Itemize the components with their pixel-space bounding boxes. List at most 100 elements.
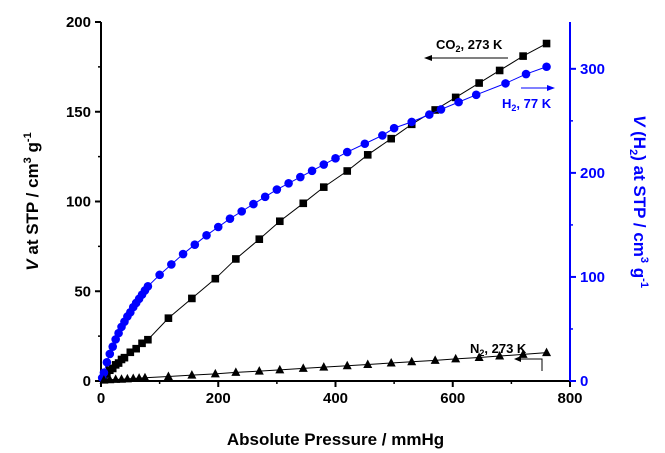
data-point	[275, 364, 285, 374]
y-right-tick-label: 300	[580, 61, 605, 78]
data-point	[407, 356, 417, 366]
data-point	[126, 348, 135, 357]
data-marks	[97, 39, 552, 384]
x-tick-label: 0	[97, 390, 105, 407]
data-point	[518, 349, 528, 358]
data-point	[519, 52, 527, 60]
data-point	[475, 79, 483, 87]
y-left-tick-label: 0	[83, 373, 91, 390]
data-point	[319, 160, 329, 169]
x-axis-title: Absolute Pressure / mmHg	[227, 430, 444, 449]
x-tick-label: 600	[440, 390, 465, 407]
data-point	[143, 282, 153, 291]
data-point	[120, 353, 129, 362]
annotation-co2: CO2, 273 K	[436, 37, 503, 54]
data-point	[111, 374, 121, 383]
data-point	[232, 255, 240, 263]
data-point	[155, 270, 164, 280]
data-point	[407, 117, 417, 127]
data-point	[471, 90, 481, 100]
data-point	[167, 260, 176, 269]
data-point	[386, 358, 396, 367]
arrow-n2-head	[514, 356, 521, 362]
data-point	[451, 353, 461, 363]
data-point	[128, 373, 138, 382]
data-point	[495, 66, 504, 75]
data-point	[163, 371, 173, 381]
data-point	[431, 106, 439, 114]
data-point	[495, 351, 505, 360]
data-point	[211, 274, 220, 283]
data-point	[190, 240, 200, 249]
data-point	[474, 352, 484, 361]
data-point	[436, 105, 446, 114]
data-point	[363, 151, 372, 159]
data-point	[307, 166, 317, 176]
data-point	[378, 131, 387, 140]
arrow-n2-line	[518, 358, 543, 371]
data-point	[319, 362, 329, 371]
data-point	[188, 294, 196, 303]
data-point	[342, 147, 352, 157]
arrow-h2-head	[547, 85, 555, 91]
data-point	[542, 347, 552, 357]
data-point	[342, 360, 352, 370]
data-point	[117, 374, 127, 383]
y-right-tick-label: 100	[580, 269, 605, 286]
data-point	[249, 199, 258, 209]
data-point	[389, 123, 399, 133]
data-point	[501, 79, 510, 88]
data-point	[254, 366, 264, 375]
data-point	[284, 178, 293, 188]
data-point	[164, 314, 173, 322]
data-point	[521, 69, 531, 79]
y-right-tick-label: 200	[580, 165, 605, 182]
series-circle	[97, 62, 551, 383]
data-point	[542, 39, 551, 48]
data-point	[140, 372, 150, 382]
series-line	[101, 66, 547, 379]
data-point	[202, 231, 211, 240]
y-axis-left-title: V at STP / cm3 g-1	[22, 132, 42, 270]
x-tick-label: 800	[557, 390, 582, 407]
data-point	[331, 154, 340, 163]
data-point	[299, 199, 308, 208]
data-point	[255, 235, 264, 243]
data-point	[187, 370, 197, 379]
y-axis-right-title: V (H2) at STP / cm3 g-1	[627, 115, 650, 288]
y-left-tick-label: 100	[66, 194, 91, 211]
data-point	[231, 367, 241, 376]
data-point	[260, 192, 270, 202]
data-point	[102, 357, 112, 367]
data-point	[296, 172, 305, 182]
data-point	[213, 222, 223, 232]
data-point	[387, 134, 395, 143]
y-left-tick-label: 150	[66, 104, 91, 121]
data-point	[122, 373, 132, 383]
data-point	[454, 97, 463, 107]
axis-labels: Absolute Pressure / mmHg V at STP / cm3 g…	[22, 115, 650, 449]
annotation-n2: N2, 273 K	[470, 341, 527, 358]
data-point	[363, 359, 373, 368]
data-point	[237, 207, 246, 216]
y-left-tick-label: 50	[74, 283, 91, 300]
data-point	[298, 363, 308, 372]
y-right-tick-label: 0	[580, 373, 588, 390]
data-point	[276, 217, 284, 226]
arrow-co2-head	[424, 55, 432, 61]
data-point	[132, 344, 140, 353]
data-point	[360, 139, 370, 149]
annotation-h2: H2, 77 K	[502, 96, 552, 113]
data-point	[138, 339, 146, 348]
data-point	[105, 349, 115, 359]
data-point	[178, 249, 188, 259]
data-point	[425, 110, 434, 119]
data-point	[430, 355, 440, 364]
series-triangle	[99, 347, 552, 384]
data-point	[99, 375, 109, 384]
series-square	[100, 39, 551, 382]
data-point	[134, 373, 144, 382]
annotations: CO2, 273 K H2, 77 K N2, 273 K	[424, 37, 555, 371]
